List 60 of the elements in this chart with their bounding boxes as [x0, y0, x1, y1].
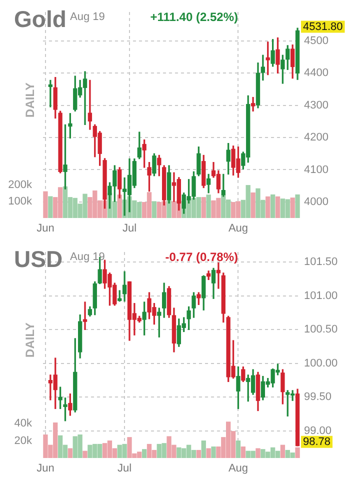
- y-tick-label: 101.50: [304, 256, 338, 268]
- bar: [295, 194, 300, 218]
- bar: [275, 196, 280, 218]
- bar: [43, 191, 48, 218]
- bar: [201, 440, 206, 458]
- y-tick-label: 99.50: [304, 391, 332, 404]
- bar: [142, 449, 147, 458]
- x-tick-label: Jun: [36, 462, 54, 475]
- bar: [240, 446, 246, 458]
- text: 4531.80: [303, 20, 343, 33]
- text: DAILY: [23, 82, 37, 118]
- bar: [152, 201, 157, 218]
- y2-tick-label: 200k: [8, 179, 32, 192]
- y-tick-label: 4000: [304, 196, 328, 208]
- bar: [201, 197, 206, 218]
- candlestick: [216, 262, 221, 289]
- y-tick-label: 101.00: [304, 290, 338, 302]
- chart-title: Gold: [14, 6, 66, 33]
- text: 98.78: [303, 436, 331, 448]
- x-tick-label: Aug: [228, 462, 248, 475]
- y-tick-label: 100.00: [304, 357, 338, 370]
- bar: [82, 450, 88, 458]
- y-tick-label: 4400: [304, 67, 328, 80]
- y-tick-label: 4300: [304, 99, 328, 112]
- annotation: -0.77 (0.78%): [165, 250, 238, 264]
- x-tick-label: Jul: [122, 222, 137, 235]
- bar: [270, 194, 276, 218]
- bar: [206, 448, 211, 458]
- bar: [206, 194, 211, 218]
- bar: [117, 194, 122, 218]
- bar: [280, 444, 286, 458]
- chart-title: USD: [14, 246, 63, 273]
- x-tick-label: Aug: [228, 222, 248, 235]
- annotation: +111.40 (2.52%): [150, 10, 238, 24]
- candlestick: [82, 302, 88, 330]
- y2-tick-label: 100k: [8, 196, 32, 208]
- bar: [68, 448, 73, 458]
- bar: [295, 447, 300, 458]
- y-tick-label: 4500: [304, 35, 328, 47]
- y2-tick-label: 40k: [14, 418, 32, 430]
- y2-tick-label: 20k: [14, 434, 32, 447]
- y-tick-label: 100.50: [304, 324, 338, 336]
- chart-subtitle: Aug 19: [70, 11, 105, 23]
- x-tick-label: Jul: [118, 462, 132, 475]
- text: DAILY: [23, 322, 37, 358]
- candlestick: [250, 96, 256, 112]
- x-tick-label: Jun: [36, 222, 54, 235]
- bar: [211, 446, 216, 458]
- bar: [256, 448, 260, 458]
- chart-subtitle: Aug 19: [70, 251, 105, 263]
- y-tick-label: 4200: [304, 132, 328, 144]
- y-tick-label: 99.00: [304, 425, 332, 438]
- bar: [250, 192, 256, 218]
- bar: [290, 198, 295, 218]
- bar: [48, 196, 53, 218]
- candlestick: [88, 80, 92, 130]
- bar: [196, 450, 202, 458]
- bar: [266, 196, 270, 218]
- bar: [236, 440, 241, 458]
- y-tick-label: 4100: [304, 164, 328, 176]
